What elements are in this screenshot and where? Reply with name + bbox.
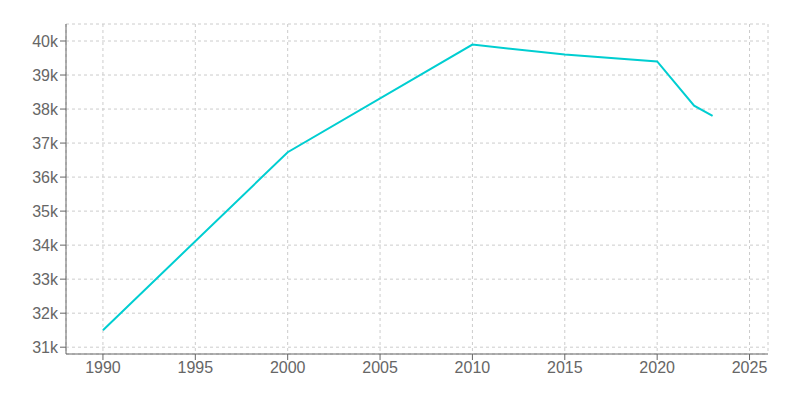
svg-text:38k: 38k bbox=[32, 101, 59, 118]
svg-text:2025: 2025 bbox=[732, 359, 768, 376]
svg-text:2015: 2015 bbox=[547, 359, 583, 376]
svg-text:2020: 2020 bbox=[639, 359, 675, 376]
svg-text:34k: 34k bbox=[32, 237, 59, 254]
svg-text:31k: 31k bbox=[32, 339, 59, 356]
svg-text:36k: 36k bbox=[32, 169, 59, 186]
svg-text:1990: 1990 bbox=[85, 359, 121, 376]
svg-text:33k: 33k bbox=[32, 271, 59, 288]
svg-text:2005: 2005 bbox=[362, 359, 398, 376]
svg-text:35k: 35k bbox=[32, 203, 59, 220]
svg-text:1995: 1995 bbox=[178, 359, 214, 376]
svg-text:32k: 32k bbox=[32, 305, 59, 322]
svg-text:2000: 2000 bbox=[270, 359, 306, 376]
svg-text:40k: 40k bbox=[32, 33, 59, 50]
svg-text:37k: 37k bbox=[32, 135, 59, 152]
svg-text:2010: 2010 bbox=[455, 359, 491, 376]
svg-text:39k: 39k bbox=[32, 67, 59, 84]
